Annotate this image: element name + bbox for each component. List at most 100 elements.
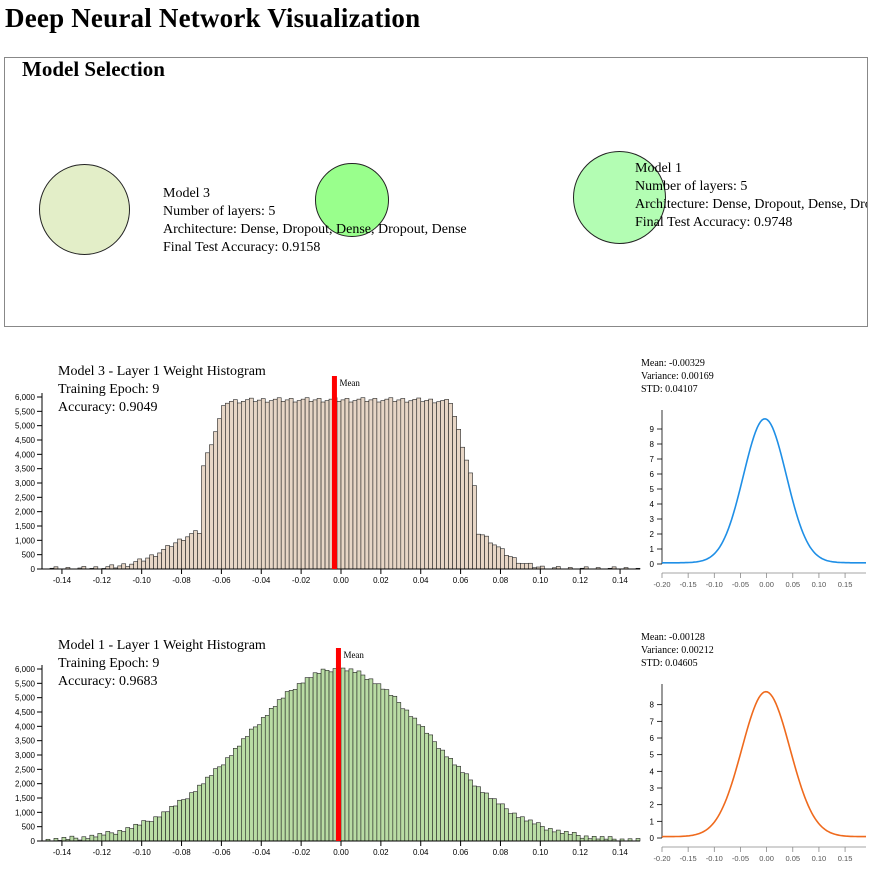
histogram-2-bar (145, 820, 150, 842)
histogram-1-bar (356, 398, 362, 570)
histogram-2-bar (225, 757, 230, 842)
histogram-2-bar (408, 716, 414, 842)
stats-1-mean: Mean: -0.00329 (641, 358, 705, 369)
histogram-x-tick-label: 0.00 (333, 576, 349, 585)
kde-y-tick-label: 2 (650, 801, 655, 810)
histogram-1-bar (488, 542, 493, 570)
histogram-1-bar (508, 556, 513, 570)
kde-x-tick-label: -0.10 (706, 580, 723, 589)
histogram-y-tick-label: 5,000 (15, 422, 36, 431)
histogram-y-tick-label: 3,000 (15, 479, 36, 488)
kde-x-tick-label: -0.20 (653, 580, 670, 589)
histogram-2-bar (109, 832, 115, 842)
histogram-2-bar (400, 708, 406, 842)
histogram-1-bar (300, 398, 306, 570)
histogram-1-bar (468, 472, 473, 570)
kde-y-tick-label: 8 (650, 440, 655, 449)
histogram-2-bar (555, 829, 561, 842)
histogram-2-bar (221, 764, 226, 842)
histogram-2-bar (404, 709, 410, 842)
histogram-1-bar (336, 400, 342, 570)
histogram-2-bar (524, 820, 529, 842)
histogram-1-bar (376, 401, 382, 570)
histogram-2-bar (312, 672, 318, 842)
histogram-1-bar (260, 398, 266, 570)
model-1-info: Model 1 Number of layers: 5 Architecture… (635, 160, 867, 232)
kde-x-tick-label: -0.15 (680, 854, 697, 863)
histogram-1-bar (296, 400, 302, 570)
histogram-2-bar (484, 792, 489, 842)
histogram-2-bar (173, 805, 178, 842)
histogram-1-bar (201, 465, 206, 570)
histogram-1-bar (340, 399, 346, 570)
histogram-2-bar (181, 799, 186, 842)
histogram-2-bar (340, 667, 346, 842)
histogram-2-bar (129, 828, 135, 842)
histogram-x-tick-label: 0.00 (333, 848, 349, 857)
histogram-2-bar (476, 786, 481, 842)
histogram-1-bar (133, 561, 138, 570)
histogram-2-bar (496, 803, 501, 842)
histogram-2-bar (376, 683, 382, 842)
histogram-1-bar (452, 416, 457, 570)
histogram-2-bar (396, 702, 402, 842)
histogram-2-bar (209, 775, 214, 842)
histogram-2-bar (480, 792, 485, 842)
histogram-1-bar (249, 397, 254, 570)
histogram-1-bar (480, 534, 485, 570)
histogram-2-bar (101, 834, 107, 842)
histogram-x-tick-label: -0.02 (292, 848, 311, 857)
histogram-1-bar (241, 401, 246, 570)
histogram-1-bar (288, 398, 294, 570)
histogram-2-mean-line (335, 648, 341, 841)
kde-y-tick-label: 3 (650, 784, 655, 793)
stats-1-variance: Variance: 0.00169 (641, 371, 714, 382)
kde-x-tick-label: -0.05 (732, 854, 749, 863)
kde-y-tick-label: 6 (650, 734, 655, 743)
histogram-2-bar (412, 717, 418, 842)
histogram-2-bar (444, 756, 449, 842)
histogram-x-tick-label: -0.06 (212, 576, 231, 585)
histogram-y-tick-label: 0 (31, 565, 36, 574)
histogram-x-tick-label: 0.06 (453, 848, 469, 857)
histogram-1-epoch: Training Epoch: 9 (58, 382, 159, 397)
histogram-2-bar (372, 683, 378, 842)
stats-2-std: STD: 0.04605 (641, 658, 698, 669)
histogram-2-bar (189, 792, 194, 842)
histogram-2-bar (213, 768, 218, 842)
model-3-circle[interactable] (39, 164, 130, 255)
page-title: Deep Neural Network Visualization (5, 3, 421, 33)
histogram-x-tick-label: -0.14 (53, 848, 72, 857)
model-3-architecture: Architecture: Dense, Dropout, Dense, Dro… (163, 222, 467, 237)
histogram-1-bar (153, 556, 158, 570)
stats-2-mean: Mean: -0.00128 (641, 632, 705, 643)
histogram-1-bar (209, 444, 214, 570)
histogram-2-bar (233, 748, 238, 842)
histogram-2-bar (69, 835, 75, 842)
histogram-2-bar (551, 831, 557, 842)
histogram-x-tick-label: -0.02 (292, 576, 311, 585)
histogram-1-bar (352, 400, 358, 570)
histogram-2-bar (380, 688, 386, 842)
stats-2-variance: Variance: 0.00212 (641, 645, 714, 656)
histogram-1-bar (460, 446, 465, 570)
histogram-x-tick-label: 0.06 (453, 576, 469, 585)
histogram-x-tick-label: -0.12 (93, 576, 112, 585)
histogram-2-bar (583, 835, 589, 842)
histogram-2-bar (177, 799, 182, 842)
histogram-2-title: Model 1 - Layer 1 Weight Histogram (58, 638, 266, 653)
kde-y-tick-label: 8 (650, 701, 655, 710)
histogram-1-bar (276, 397, 282, 570)
kde-x-tick-label: 0.10 (812, 854, 827, 863)
model-2-circle[interactable] (315, 163, 389, 237)
model-1-name: Model 1 (635, 161, 683, 176)
model-1-architecture: Architecture: Dense, Dropout, Dense, Dro… (635, 197, 867, 212)
histogram-x-tick-label: -0.04 (252, 848, 271, 857)
kde-y-tick-label: 0 (650, 560, 655, 569)
histogram-1-bar (436, 401, 441, 570)
histogram-y-tick-label: 0 (31, 837, 36, 846)
histogram-1-bar (165, 545, 170, 570)
histogram-2-bar (500, 803, 505, 842)
model-1-circle[interactable] (573, 151, 666, 244)
histogram-1-bar (372, 398, 378, 570)
